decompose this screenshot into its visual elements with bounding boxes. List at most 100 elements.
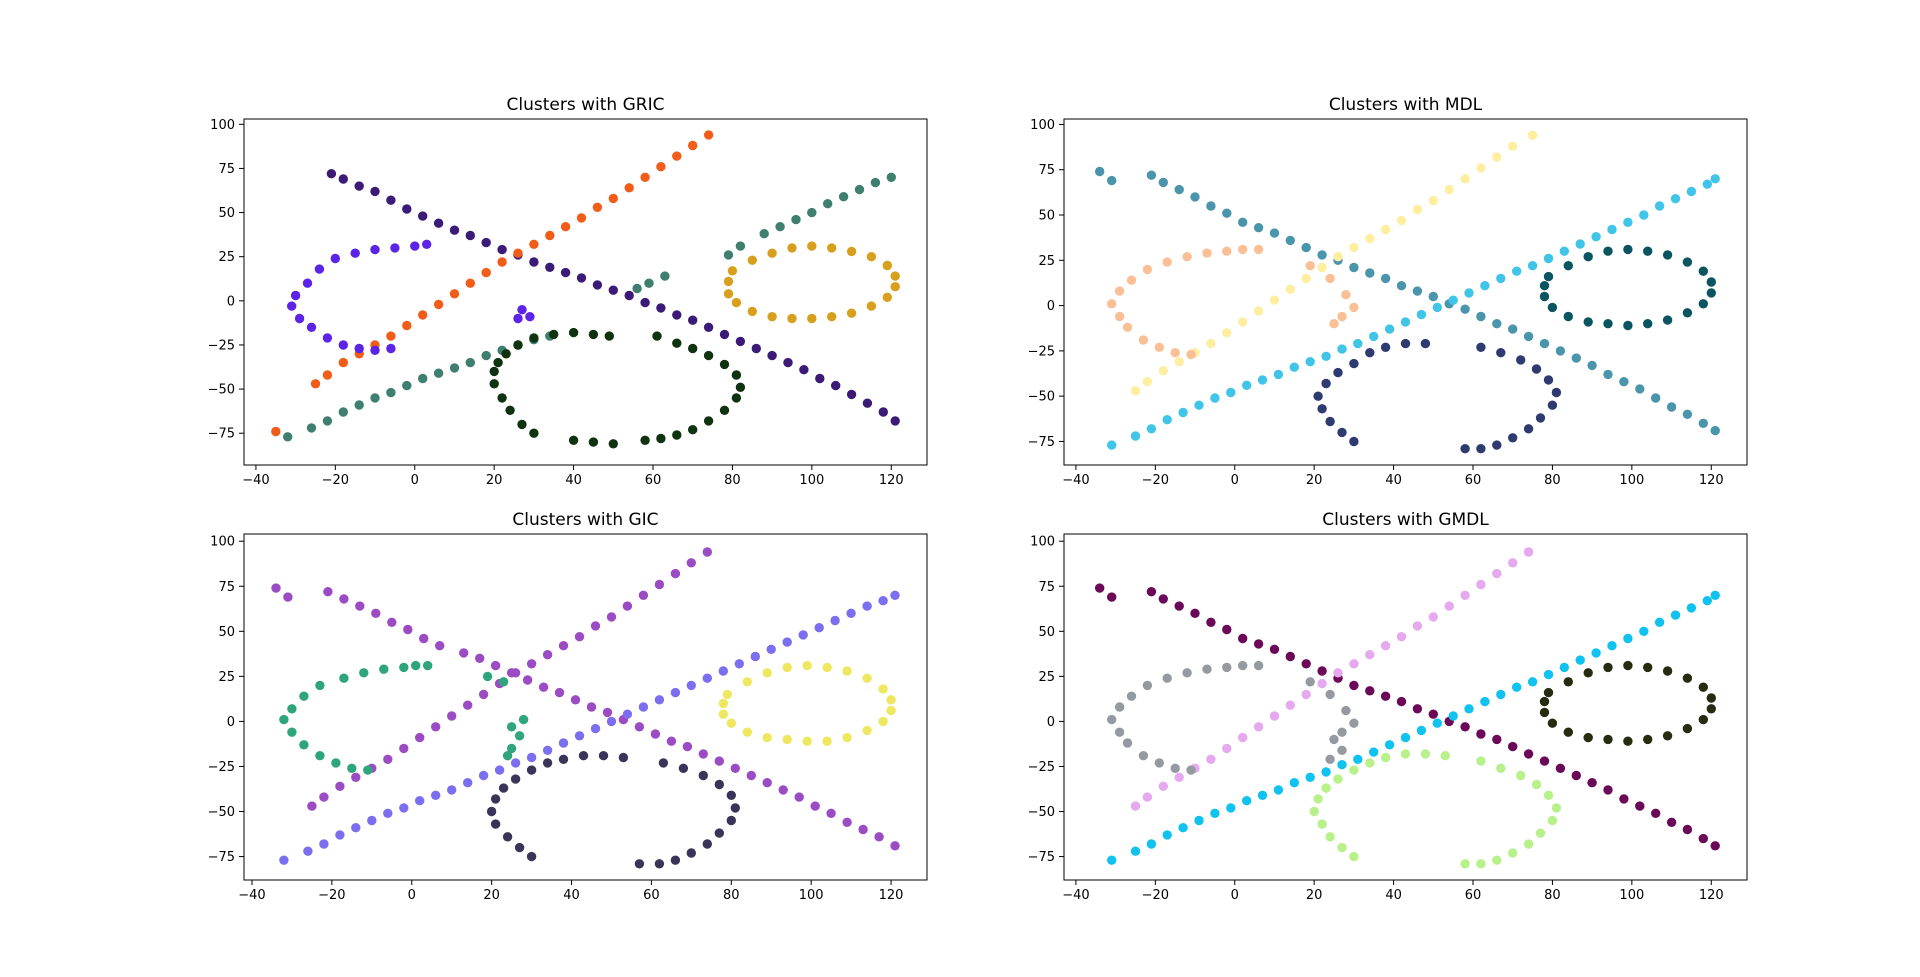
- data-point: [1107, 592, 1117, 602]
- data-point: [1138, 335, 1149, 345]
- data-point: [1353, 338, 1363, 349]
- data-point: [1516, 770, 1526, 781]
- data-point: [1559, 246, 1570, 256]
- data-point: [418, 373, 428, 384]
- data-point: [1269, 228, 1280, 238]
- data-point: [1623, 320, 1633, 331]
- x-tick-label: 60: [1465, 473, 1482, 488]
- data-point: [638, 702, 649, 712]
- data-point: [1162, 257, 1172, 267]
- data-point: [1325, 416, 1335, 427]
- data-point: [1178, 407, 1188, 418]
- data-point: [351, 823, 361, 833]
- data-point: [1365, 650, 1375, 660]
- data-point: [1107, 175, 1117, 186]
- data-point: [1114, 702, 1125, 712]
- data-point: [1682, 257, 1693, 267]
- data-point: [1349, 680, 1359, 691]
- data-point: [1623, 217, 1633, 227]
- data-point: [718, 666, 728, 676]
- data-point: [1325, 689, 1335, 700]
- data-point: [794, 792, 804, 802]
- data-point: [1253, 223, 1264, 233]
- data-point: [1349, 718, 1359, 728]
- data-point: [722, 689, 732, 700]
- x-tick-label: 80: [723, 888, 740, 903]
- data-point: [370, 244, 380, 255]
- data-point: [554, 687, 565, 698]
- data-point: [1269, 644, 1280, 654]
- data-point: [1508, 324, 1518, 334]
- data-point: [672, 430, 682, 440]
- data-point: [449, 289, 460, 299]
- x-tick-label: −20: [1142, 888, 1169, 903]
- data-point: [1285, 284, 1296, 294]
- data-point: [746, 770, 756, 781]
- data-point: [862, 398, 873, 408]
- data-point: [326, 169, 337, 179]
- data-point: [1496, 273, 1506, 284]
- data-point: [493, 357, 503, 368]
- x-tick-label: 0: [408, 888, 416, 903]
- data-point: [1114, 286, 1125, 296]
- data-point: [1476, 729, 1486, 739]
- data-point: [1400, 317, 1411, 327]
- x-tick-label: 40: [1385, 888, 1402, 903]
- data-point: [878, 716, 888, 727]
- data-point: [542, 650, 553, 660]
- data-point: [890, 271, 900, 281]
- data-point: [866, 252, 877, 262]
- data-point: [1158, 366, 1169, 376]
- data-point: [1666, 402, 1677, 412]
- data-point: [354, 400, 364, 410]
- data-point: [290, 290, 301, 301]
- y-tick-label: 25: [1038, 670, 1055, 685]
- data-point: [560, 222, 571, 232]
- data-point: [319, 792, 329, 802]
- data-point: [592, 202, 603, 212]
- data-point: [526, 765, 537, 775]
- data-point: [632, 283, 642, 294]
- data-point: [656, 162, 666, 172]
- data-point: [742, 727, 752, 737]
- data-point: [798, 630, 808, 640]
- data-point: [1563, 261, 1574, 271]
- data-point: [1349, 302, 1359, 313]
- data-point: [322, 370, 333, 380]
- data-point: [878, 684, 888, 694]
- data-point: [823, 199, 833, 209]
- axes-frame: [1063, 533, 1748, 881]
- data-point: [431, 790, 441, 800]
- data-point: [650, 729, 661, 739]
- data-point: [481, 237, 491, 248]
- data-point: [529, 333, 539, 343]
- data-point: [1432, 302, 1443, 313]
- data-point: [490, 794, 501, 804]
- data-point: [1226, 803, 1236, 813]
- data-point: [644, 278, 654, 288]
- data-point: [787, 243, 797, 253]
- data-point: [1662, 315, 1673, 325]
- data-point: [1206, 754, 1216, 764]
- data-point: [1571, 353, 1582, 363]
- data-point: [505, 405, 515, 415]
- data-point: [489, 379, 499, 389]
- data-point: [1384, 740, 1395, 750]
- data-point: [1682, 308, 1693, 318]
- data-point: [542, 745, 553, 755]
- data-point: [1174, 357, 1184, 367]
- data-point: [1337, 427, 1347, 438]
- y-tick-label: 0: [227, 715, 235, 730]
- data-point: [1448, 711, 1458, 721]
- y-tick-label: −50: [208, 805, 235, 820]
- data-point: [672, 338, 682, 348]
- data-point: [1353, 754, 1363, 764]
- data-point: [1400, 732, 1411, 743]
- data-point: [1682, 673, 1693, 683]
- data-point: [1222, 208, 1232, 218]
- data-point: [658, 758, 669, 768]
- data-point: [1107, 299, 1117, 309]
- y-tick-label: 100: [1030, 535, 1055, 550]
- data-point: [1321, 783, 1331, 793]
- data-point: [1325, 832, 1335, 842]
